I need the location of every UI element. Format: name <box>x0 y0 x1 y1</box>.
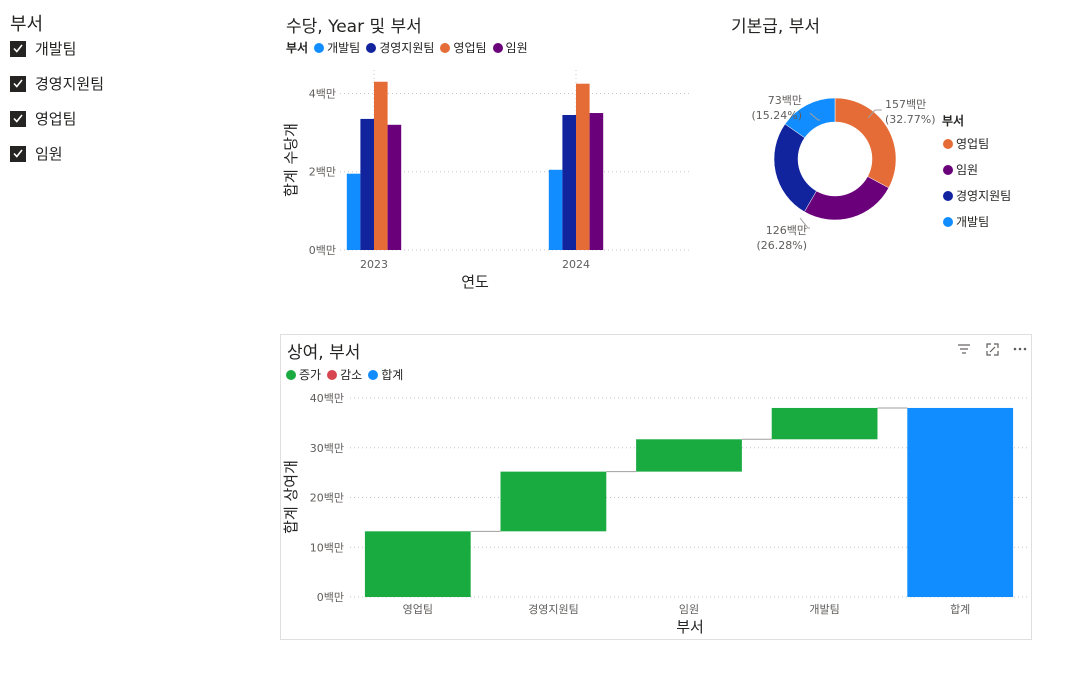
data-label: 73백만 <box>768 94 802 107</box>
donut-slice[interactable] <box>773 123 817 213</box>
donut-slice[interactable] <box>834 97 897 189</box>
salary-donut-chart[interactable]: 157백만 (32.77%) 126백만 (26.28%) 73백만 (15.24%) 부서… <box>720 80 1080 270</box>
x-tick-label: 합계 <box>950 603 970 616</box>
bar[interactable] <box>360 118 374 250</box>
x-axis-title: 부서 <box>676 618 704 636</box>
data-label-percent: (15.24%) <box>751 109 802 122</box>
chart-title-allowance: 수당, Year 및 부서 <box>286 17 422 37</box>
checkbox[interactable] <box>10 75 26 92</box>
legend-item-exec[interactable]: 임원 <box>492 39 528 56</box>
waterfall-bar[interactable] <box>364 531 471 597</box>
legend-dot <box>286 369 296 380</box>
slicer-item[interactable]: 경영지원팀 <box>10 73 104 94</box>
legend-dot <box>366 42 377 53</box>
data-label: 157백만 <box>885 98 926 111</box>
y-tick-label: 40백만 <box>310 392 344 405</box>
x-tick-label: 영업팀 <box>403 603 433 616</box>
data-label-percent: (26.28%) <box>756 239 807 252</box>
y-tick-label: 0백만 <box>317 591 344 604</box>
slicer-item-label: 개발팀 <box>35 40 77 58</box>
checkmark-icon <box>13 79 23 88</box>
legend-allowance: 부서 개발팀 경영지원팀 영업팀 임원 <box>286 39 534 56</box>
leader-line <box>809 112 820 121</box>
y-axis-title: 합계 상여개 <box>282 460 300 534</box>
more-options-icon[interactable] <box>1011 340 1029 358</box>
legend-dot <box>368 369 379 380</box>
x-tick-label: 임원 <box>679 603 699 616</box>
legend-bonus: 증가 감소 합계 <box>286 366 409 383</box>
waterfall-bar[interactable] <box>907 407 1014 597</box>
legend-item-total[interactable]: 합계 <box>368 366 403 383</box>
waterfall-bar[interactable] <box>771 407 878 440</box>
slicer-item-label: 임원 <box>35 145 63 163</box>
legend-item-decrease[interactable]: 감소 <box>327 366 362 383</box>
waterfall-bar[interactable] <box>500 471 607 532</box>
slicer-item-label: 경영지원팀 <box>35 75 105 93</box>
legend-dot <box>327 369 338 380</box>
checkmark-icon <box>13 44 23 53</box>
donut-slice[interactable] <box>804 176 890 221</box>
slicer-item[interactable]: 임원 <box>10 143 63 164</box>
legend-item-mgmt[interactable]: 경영지원팀 <box>366 39 434 56</box>
y-tick-label: 4백만 <box>309 87 336 100</box>
y-tick-label: 30백만 <box>310 442 344 455</box>
checkmark-icon <box>13 149 23 158</box>
legend-dot <box>314 42 325 53</box>
waterfall-bar[interactable] <box>636 439 742 472</box>
legend-item-increase[interactable]: 증가 <box>286 366 321 383</box>
bar[interactable] <box>562 115 576 250</box>
legend-title: 부서 <box>286 41 309 55</box>
chart-title-bonus: 상여, 부서 <box>287 343 361 363</box>
bar[interactable] <box>589 113 604 250</box>
focus-mode-icon[interactable] <box>983 340 1001 358</box>
legend-dot <box>943 165 953 175</box>
legend-item-dev[interactable]: 개발팀 <box>314 39 360 56</box>
leader-line <box>799 217 810 229</box>
y-tick-label: 10백만 <box>310 541 344 554</box>
bar[interactable] <box>576 83 590 250</box>
y-tick-label: 20백만 <box>310 492 344 505</box>
data-label-percent: (32.77%) <box>885 113 936 126</box>
legend-dot <box>943 217 953 227</box>
x-tick-label: 2023 <box>360 258 388 271</box>
legend-item[interactable]: 개발팀 <box>956 215 989 229</box>
donut-slice[interactable] <box>784 97 836 139</box>
slicer-title: 부서 <box>10 14 44 35</box>
y-tick-label: 0백만 <box>309 244 336 257</box>
x-axis-title: 연도 <box>461 273 489 291</box>
y-tick-label: 2백만 <box>309 166 336 179</box>
legend-item[interactable]: 임원 <box>956 163 978 177</box>
bar[interactable] <box>346 173 361 250</box>
leader-line <box>867 109 882 119</box>
checkmark-icon <box>13 114 23 123</box>
bar[interactable] <box>548 169 563 250</box>
data-label: 126백만 <box>766 224 807 237</box>
legend-dot <box>492 42 503 53</box>
checkbox[interactable] <box>10 40 26 57</box>
allowance-column-chart[interactable]: 0백만 2백만 4백만 2023 2024 연도 합계 수당개 <box>280 60 700 295</box>
y-axis-title: 합계 수당개 <box>282 123 300 197</box>
slicer-item[interactable]: 개발팀 <box>10 38 76 59</box>
x-tick-label: 개발팀 <box>809 603 839 616</box>
bar[interactable] <box>387 124 402 250</box>
slicer-item[interactable]: 영업팀 <box>10 108 76 129</box>
legend-title: 부서 <box>942 113 964 128</box>
legend-dot <box>943 191 953 201</box>
filter-icon[interactable] <box>955 340 973 358</box>
bonus-chart-panel <box>280 334 1032 640</box>
checkbox[interactable] <box>10 110 26 127</box>
legend-dot <box>943 139 953 149</box>
legend-item-sales[interactable]: 영업팀 <box>440 39 487 56</box>
chart-title-salary: 기본급, 부서 <box>731 17 821 37</box>
legend-dot <box>440 42 451 53</box>
slicer-item-label: 영업팀 <box>35 110 77 128</box>
checkbox[interactable] <box>10 145 26 162</box>
x-tick-label: 경영지원팀 <box>528 603 579 616</box>
bar[interactable] <box>374 81 388 250</box>
legend-item[interactable]: 경영지원팀 <box>956 189 1011 203</box>
x-tick-label: 2024 <box>562 258 590 271</box>
legend-item[interactable]: 영업팀 <box>956 137 989 151</box>
